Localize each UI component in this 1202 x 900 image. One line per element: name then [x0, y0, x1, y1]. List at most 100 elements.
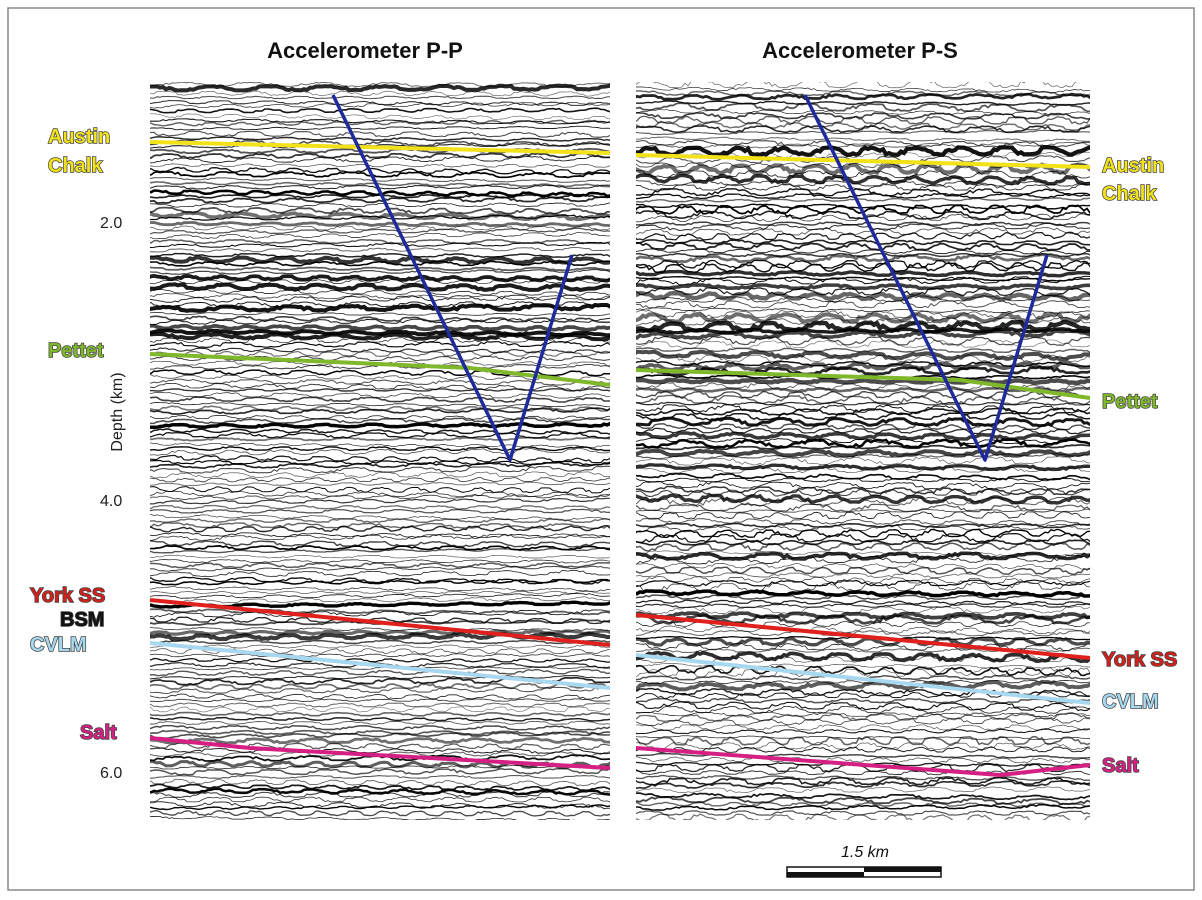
depth-tick: 2.0 — [100, 215, 122, 232]
horizon-label: Chalk — [1102, 183, 1157, 205]
seismic-trace — [150, 95, 610, 100]
seismic-trace — [636, 239, 1090, 246]
seismic-trace — [150, 382, 610, 391]
seismic-trace — [636, 528, 1090, 539]
seismic-trace — [150, 177, 610, 183]
seismic-trace — [150, 340, 610, 348]
seismic-trace — [150, 525, 610, 533]
seismic-trace — [636, 522, 1090, 529]
seismic-trace — [150, 246, 610, 253]
seismic-trace — [636, 102, 1090, 113]
scale-bar-label: 1.5 km — [841, 844, 889, 861]
seismic-trace — [636, 319, 1090, 333]
seismic-trace — [636, 221, 1090, 227]
scale-bar — [787, 872, 864, 877]
seismic-trace — [150, 662, 610, 669]
seismic-trace — [150, 347, 610, 354]
seismic-trace — [636, 386, 1090, 393]
seismic-trace — [636, 606, 1090, 614]
seismic-trace — [636, 283, 1090, 291]
seismic-trace — [636, 269, 1090, 278]
seismic-trace — [636, 523, 1090, 533]
seismic-trace — [636, 551, 1090, 561]
seismic-trace — [150, 706, 610, 713]
seismic-trace — [150, 193, 610, 199]
seismic-trace — [636, 780, 1090, 790]
seismic-trace — [636, 377, 1090, 385]
seismic-trace — [636, 488, 1090, 497]
seismic-trace — [636, 796, 1090, 805]
seismic-trace — [636, 804, 1090, 811]
seismic-trace — [150, 461, 610, 469]
seismic-trace — [636, 508, 1090, 514]
seismic-trace — [150, 312, 610, 317]
seismic-trace — [636, 701, 1090, 712]
seismic-trace — [636, 453, 1090, 460]
seismic-trace — [636, 365, 1090, 377]
seismic-trace — [150, 759, 610, 770]
seismic-trace — [150, 544, 610, 551]
seismic-trace — [150, 791, 610, 798]
seismic-trace — [636, 554, 1090, 565]
seismic-trace — [150, 163, 610, 168]
seismic-trace — [150, 774, 610, 779]
seismic-trace — [150, 454, 610, 464]
seismic-trace — [150, 494, 610, 500]
seismic-trace — [150, 170, 610, 179]
seismic-trace — [636, 728, 1090, 735]
seismic-trace — [150, 130, 610, 138]
seismic-trace — [150, 626, 610, 632]
seismic-trace — [636, 390, 1090, 399]
seismic-trace — [150, 596, 610, 604]
seismic-trace — [636, 636, 1090, 647]
horizon-label: BSM — [60, 609, 104, 631]
seismic-trace — [150, 570, 610, 578]
seismic-trace — [636, 423, 1090, 431]
seismic-trace — [150, 113, 610, 120]
seismic-trace — [150, 764, 610, 770]
seismic-trace — [150, 227, 610, 235]
seismic-trace — [636, 735, 1090, 740]
horizon-label: Salt — [1102, 755, 1139, 777]
seismic-trace — [636, 170, 1090, 179]
seismic-trace — [150, 747, 610, 755]
seismic-trace — [150, 593, 610, 599]
seismic-trace — [150, 260, 610, 267]
seismic-trace — [636, 139, 1090, 148]
seismic-trace — [150, 142, 610, 149]
seismic-trace — [150, 518, 610, 524]
seismic-trace — [150, 810, 610, 817]
seismic-trace — [150, 562, 610, 569]
seismic-trace — [636, 667, 1090, 678]
seismic-trace — [150, 268, 610, 275]
seismic-trace — [150, 446, 610, 452]
seismic-trace — [150, 119, 610, 127]
seismic-trace — [636, 463, 1090, 472]
seismic-trace — [150, 565, 610, 572]
seismic-trace — [150, 332, 610, 342]
seismic-trace — [150, 102, 610, 109]
seismic-trace — [150, 202, 610, 208]
seismic-trace — [636, 735, 1090, 746]
seismic-trace — [636, 576, 1090, 585]
horizon-label: Chalk — [48, 155, 103, 177]
seismic-trace — [150, 666, 610, 671]
seismic-trace — [150, 532, 610, 539]
horizon — [635, 746, 1091, 777]
seismic-trace — [636, 679, 1090, 685]
seismic-trace — [150, 125, 610, 131]
horizon-label: CVLM — [30, 634, 87, 656]
seismic-trace — [636, 231, 1090, 241]
seismic-trace — [150, 590, 610, 594]
seismic-trace — [636, 115, 1090, 125]
seismic-trace — [636, 711, 1090, 718]
seismic-trace — [636, 774, 1090, 781]
horizon-label: Salt — [80, 722, 117, 744]
seismic-trace — [636, 532, 1090, 544]
seismic-trace — [636, 427, 1090, 435]
seismic-trace — [636, 136, 1090, 143]
seismic-trace — [150, 576, 610, 585]
seismic-trace — [150, 196, 610, 204]
seismic-trace — [150, 657, 610, 663]
